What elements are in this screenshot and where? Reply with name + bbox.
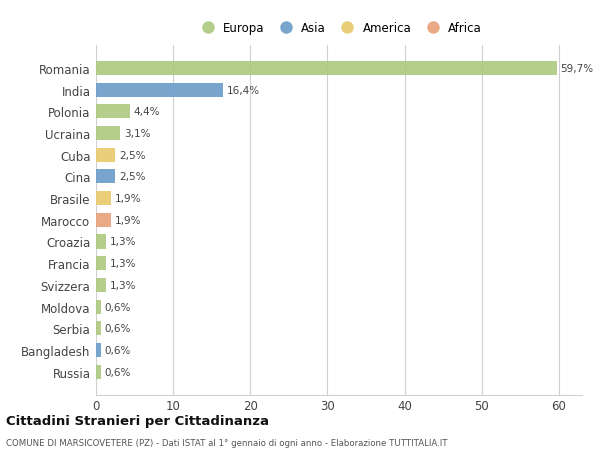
- Bar: [96, 105, 130, 119]
- Text: 1,3%: 1,3%: [110, 237, 136, 247]
- Bar: [96, 170, 115, 184]
- Bar: [96, 84, 223, 97]
- Text: 1,9%: 1,9%: [115, 194, 141, 204]
- Bar: [96, 365, 101, 379]
- Bar: [96, 278, 106, 292]
- Bar: [96, 192, 110, 206]
- Text: 3,1%: 3,1%: [124, 129, 150, 139]
- Legend: Europa, Asia, America, Africa: Europa, Asia, America, Africa: [191, 17, 487, 39]
- Text: 1,3%: 1,3%: [110, 258, 136, 269]
- Text: 2,5%: 2,5%: [119, 151, 146, 160]
- Bar: [96, 148, 115, 162]
- Bar: [96, 321, 101, 336]
- Text: COMUNE DI MARSICOVETERE (PZ) - Dati ISTAT al 1° gennaio di ogni anno - Elaborazi: COMUNE DI MARSICOVETERE (PZ) - Dati ISTA…: [6, 438, 448, 447]
- Text: 0,6%: 0,6%: [104, 367, 131, 377]
- Text: 0,6%: 0,6%: [104, 345, 131, 355]
- Text: 1,3%: 1,3%: [110, 280, 136, 290]
- Bar: [96, 343, 101, 357]
- Bar: [96, 62, 557, 76]
- Text: 2,5%: 2,5%: [119, 172, 146, 182]
- Bar: [96, 235, 106, 249]
- Bar: [96, 127, 120, 141]
- Text: 16,4%: 16,4%: [226, 85, 259, 95]
- Text: Cittadini Stranieri per Cittadinanza: Cittadini Stranieri per Cittadinanza: [6, 414, 269, 428]
- Text: 59,7%: 59,7%: [560, 64, 593, 74]
- Text: 0,6%: 0,6%: [104, 302, 131, 312]
- Text: 0,6%: 0,6%: [104, 324, 131, 334]
- Bar: [96, 300, 101, 314]
- Bar: [96, 213, 110, 227]
- Text: 1,9%: 1,9%: [115, 215, 141, 225]
- Text: 4,4%: 4,4%: [134, 107, 160, 117]
- Bar: [96, 257, 106, 271]
